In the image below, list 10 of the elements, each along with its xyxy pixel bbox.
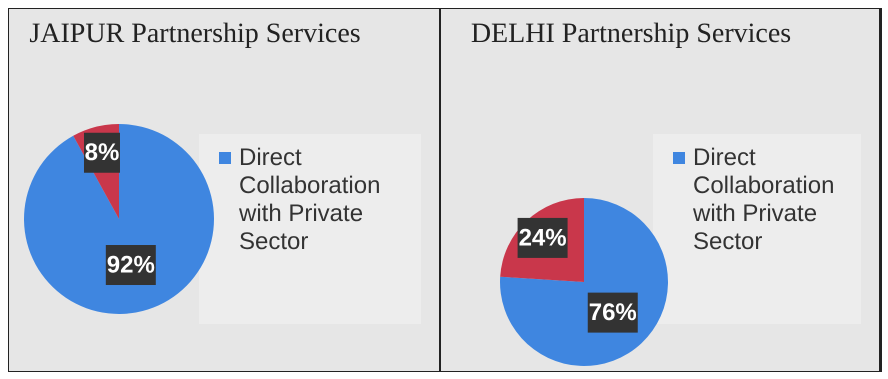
pie-slice xyxy=(24,124,214,314)
pie-slice xyxy=(500,198,668,366)
data-label: 92% xyxy=(106,252,155,279)
chart-title: DELHI Partnership Services xyxy=(470,17,792,51)
data-label: 76% xyxy=(588,299,637,326)
data-label: 8% xyxy=(84,139,120,166)
data-label: 24% xyxy=(518,224,567,252)
legend-label: Direct Collaboration with Private Sector xyxy=(239,144,382,256)
chart-title: JAIPUR Partnership Services xyxy=(28,17,362,51)
legend-label: Direct Collaboration with Private Sector xyxy=(693,144,836,256)
